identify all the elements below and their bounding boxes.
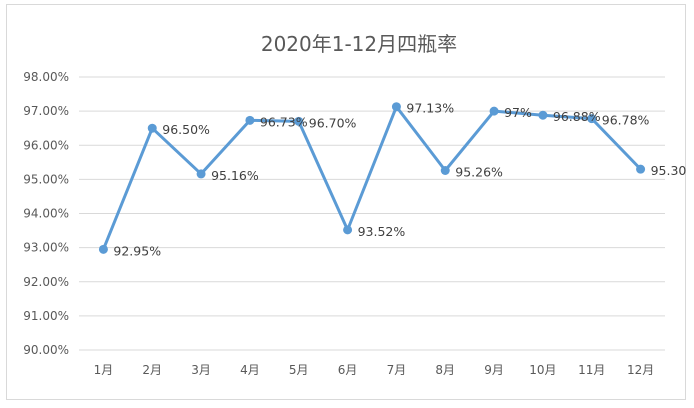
data-label: 93.52%: [358, 224, 406, 239]
data-point: [98, 244, 108, 254]
x-tick-label: 10月: [529, 363, 556, 377]
data-label: 95.30%: [651, 163, 687, 178]
y-tick-label: 93.00%: [23, 241, 69, 255]
data-label: 96.73%: [260, 114, 308, 129]
y-axis-ticks: 90.00% 91.00% 92.00% 93.00% 94.00% 95.00% 96.0…: [23, 70, 69, 357]
x-tick-label: 4月: [240, 363, 260, 377]
data-label: 96.78%: [602, 113, 650, 128]
data-label: 96.88%: [553, 109, 601, 124]
x-tick-label: 11月: [578, 363, 605, 377]
x-tick-label: 5月: [289, 363, 309, 377]
data-point: [343, 225, 353, 235]
data-point: [440, 166, 450, 176]
data-point: [489, 106, 499, 116]
y-tick-label: 90.00%: [23, 343, 69, 357]
x-tick-label: 1月: [94, 363, 114, 377]
data-points: [98, 102, 646, 254]
data-label: 97.13%: [406, 101, 454, 116]
data-point: [245, 115, 255, 125]
x-tick-label: 12月: [627, 363, 654, 377]
line-chart: 2020年1-12月四瓶率 90.00% 91.00% 92.00% 93.00% 94…: [23, 32, 687, 377]
data-label: 96.50%: [162, 122, 210, 137]
y-tick-label: 91.00%: [23, 309, 69, 323]
data-point: [636, 164, 646, 174]
data-label: 96.70%: [309, 115, 357, 130]
x-axis-ticks: 1月 2月 3月 4月 5月 6月 7月 8月 9月 10月 11月 12月: [94, 363, 655, 377]
data-label: 95.16%: [211, 168, 259, 183]
data-point: [538, 110, 548, 120]
series-line: [101, 105, 643, 251]
y-tick-label: 97.00%: [23, 104, 69, 118]
series-line-group: [101, 105, 643, 251]
x-tick-label: 8月: [435, 363, 455, 377]
x-tick-label: 3月: [191, 363, 211, 377]
data-point: [391, 102, 401, 112]
x-tick-label: 7月: [387, 363, 407, 377]
data-label: 95.26%: [455, 165, 503, 180]
x-tick-label: 2月: [142, 363, 162, 377]
data-label: 97%: [504, 105, 532, 120]
y-tick-label: 96.00%: [23, 138, 69, 152]
data-labels: 92.95% 96.50% 95.16% 96.73% 96.70% 93.52% 97.1…: [113, 101, 687, 259]
chart-container: 2020年1-12月四瓶率 90.00% 91.00% 92.00% 93.00% 94…: [6, 4, 687, 400]
data-label: 92.95%: [113, 243, 161, 258]
gridlines: [79, 76, 665, 351]
x-tick-label: 6月: [338, 363, 358, 377]
data-point: [587, 114, 597, 124]
data-point: [294, 116, 304, 126]
y-tick-label: 98.00%: [23, 70, 69, 84]
chart-title: 2020年1-12月四瓶率: [261, 32, 457, 56]
x-tick-label: 9月: [484, 363, 504, 377]
y-tick-label: 94.00%: [23, 207, 69, 221]
y-tick-label: 95.00%: [23, 172, 69, 186]
y-tick-label: 92.00%: [23, 275, 69, 289]
data-point: [196, 169, 206, 179]
data-point: [147, 123, 157, 133]
